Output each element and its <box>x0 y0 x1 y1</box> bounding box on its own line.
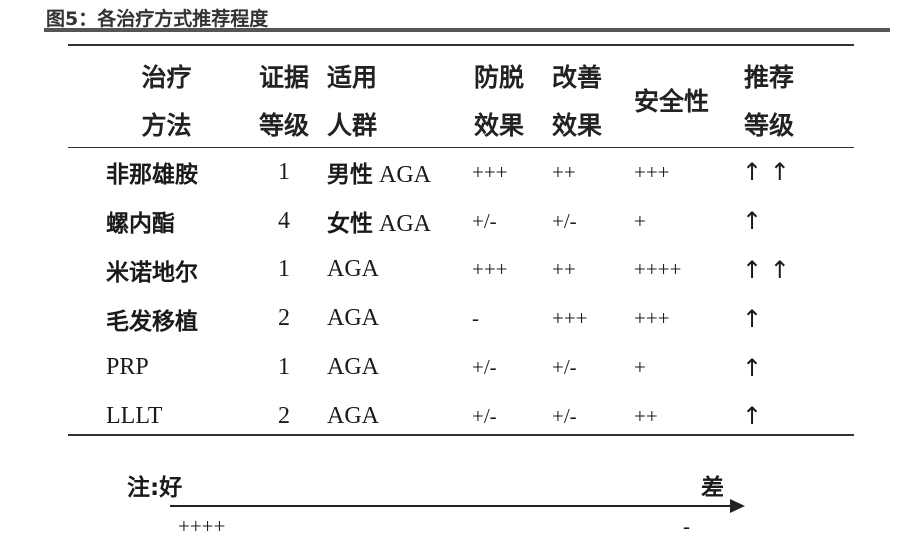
header-method: 治疗 <box>141 63 192 92</box>
cell-anti-loss: +/- <box>472 355 497 380</box>
header-evidence: 证据 <box>258 63 309 92</box>
cell-anti-loss: +++ <box>472 159 508 184</box>
cell-improvement: ++ <box>552 257 576 282</box>
cell-recommendation: ↑ ↑ <box>742 158 790 187</box>
cell-population-cn: 女性 <box>327 211 373 238</box>
header-row-1: 治疗 证据 适用 防脱 改善 安全性 推荐 <box>100 52 854 116</box>
cell-population: 女性 AGA <box>323 197 468 246</box>
table-bottom-rule <box>68 434 854 436</box>
cell-population: AGA <box>323 294 468 343</box>
header-evidence-2: 等级 <box>258 111 309 140</box>
treatment-table: 治疗 证据 适用 防脱 改善 安全性 推荐 方法 等级 人群 效果 效果 等级 … <box>100 52 854 441</box>
cell-population-code: AGA <box>379 162 431 189</box>
figure-title: 图5：各治疗方式推荐程度 <box>46 8 269 30</box>
cell-improvement: +++ <box>552 306 588 331</box>
cell-recommendation: ↑ ↑ <box>742 255 790 284</box>
note-good: 好 <box>159 475 183 501</box>
header-safety: 安全性 <box>634 87 710 116</box>
cell-evidence: 1 <box>278 256 290 283</box>
note-label-good: 注:好 <box>127 468 182 502</box>
header-recommendation-2: 等级 <box>744 111 795 140</box>
cell-anti-loss: +++ <box>472 257 508 282</box>
title-underline <box>44 28 890 32</box>
header-row-2: 方法 等级 人群 效果 效果 等级 <box>100 100 854 148</box>
cell-improvement: ++ <box>552 159 576 184</box>
header-improvement: 改善 <box>552 63 603 92</box>
header-population: 适用 <box>327 63 378 92</box>
table-row: 非那雄胺 1 男性 AGA +++ ++ +++ ↑ ↑ <box>100 148 854 197</box>
cell-population-code: AGA <box>327 305 379 332</box>
cell-method: 米诺地尔 <box>106 259 198 286</box>
header-anti-loss: 防脱 <box>474 63 525 92</box>
table-row: 毛发移植 2 AGA - +++ +++ ↑ <box>100 294 854 343</box>
cell-evidence: 1 <box>278 158 290 185</box>
arrow-right-icon <box>730 499 745 513</box>
cell-improvement: +/- <box>552 355 577 380</box>
cell-population: AGA <box>323 343 468 392</box>
table-top-rule <box>68 44 854 46</box>
cell-safety: +++ <box>634 159 670 184</box>
cell-recommendation: ↑ <box>742 353 763 382</box>
note-label: 注: <box>127 475 160 501</box>
header-anti-loss-2: 效果 <box>474 111 525 140</box>
cell-recommendation: ↑ <box>742 304 763 333</box>
cell-evidence: 2 <box>278 402 290 429</box>
header-improvement-2: 效果 <box>552 111 603 140</box>
cell-anti-loss: +/- <box>472 208 497 233</box>
table-header-rule <box>68 147 854 148</box>
table-row: 米诺地尔 1 AGA +++ ++ ++++ ↑ ↑ <box>100 246 854 295</box>
cell-improvement: +/- <box>552 403 577 428</box>
cell-safety: + <box>634 355 646 380</box>
table-row: PRP 1 AGA +/- +/- + ↑ <box>100 343 854 392</box>
cell-population-code: AGA <box>327 354 379 381</box>
table-row: LLLT 2 AGA +/- +/- ++ ↑ <box>100 392 854 441</box>
cell-population: AGA <box>323 246 468 295</box>
cell-anti-loss: +/- <box>472 403 497 428</box>
cell-method: 螺内酯 <box>106 211 175 238</box>
cell-improvement: +/- <box>552 208 577 233</box>
note-bad: 差 <box>701 475 724 501</box>
cell-population-code: AGA <box>327 256 379 283</box>
cell-population: 男性 AGA <box>323 148 468 197</box>
cell-population-code: AGA <box>379 211 431 238</box>
cell-safety: +++ <box>634 306 670 331</box>
cell-method: PRP <box>106 354 149 381</box>
cell-evidence: 2 <box>278 305 290 332</box>
cell-evidence: 4 <box>278 207 290 234</box>
cell-method: 非那雄胺 <box>106 162 198 189</box>
cell-evidence: 1 <box>278 354 290 381</box>
cell-safety: + <box>634 208 646 233</box>
header-method-2: 方法 <box>141 111 192 140</box>
cell-method: 毛发移植 <box>106 308 198 335</box>
legend-bad-symbol: - <box>683 514 690 538</box>
header-population-2: 人群 <box>327 111 378 140</box>
cell-population: AGA <box>323 392 468 441</box>
legend-good-symbol: ++++ <box>178 514 226 538</box>
cell-population-code: AGA <box>327 402 379 429</box>
table-row: 螺内酯 4 女性 AGA +/- +/- + ↑ <box>100 197 854 246</box>
cell-anti-loss: - <box>472 306 479 331</box>
cell-recommendation: ↑ <box>742 402 763 431</box>
header-recommendation: 推荐 <box>744 63 795 92</box>
cell-safety: ++ <box>634 403 658 428</box>
scale-arrow-line <box>170 505 732 507</box>
cell-method: LLLT <box>106 402 163 429</box>
cell-population-cn: 男性 <box>327 162 373 189</box>
cell-safety: ++++ <box>634 257 682 282</box>
cell-recommendation: ↑ <box>742 207 763 236</box>
